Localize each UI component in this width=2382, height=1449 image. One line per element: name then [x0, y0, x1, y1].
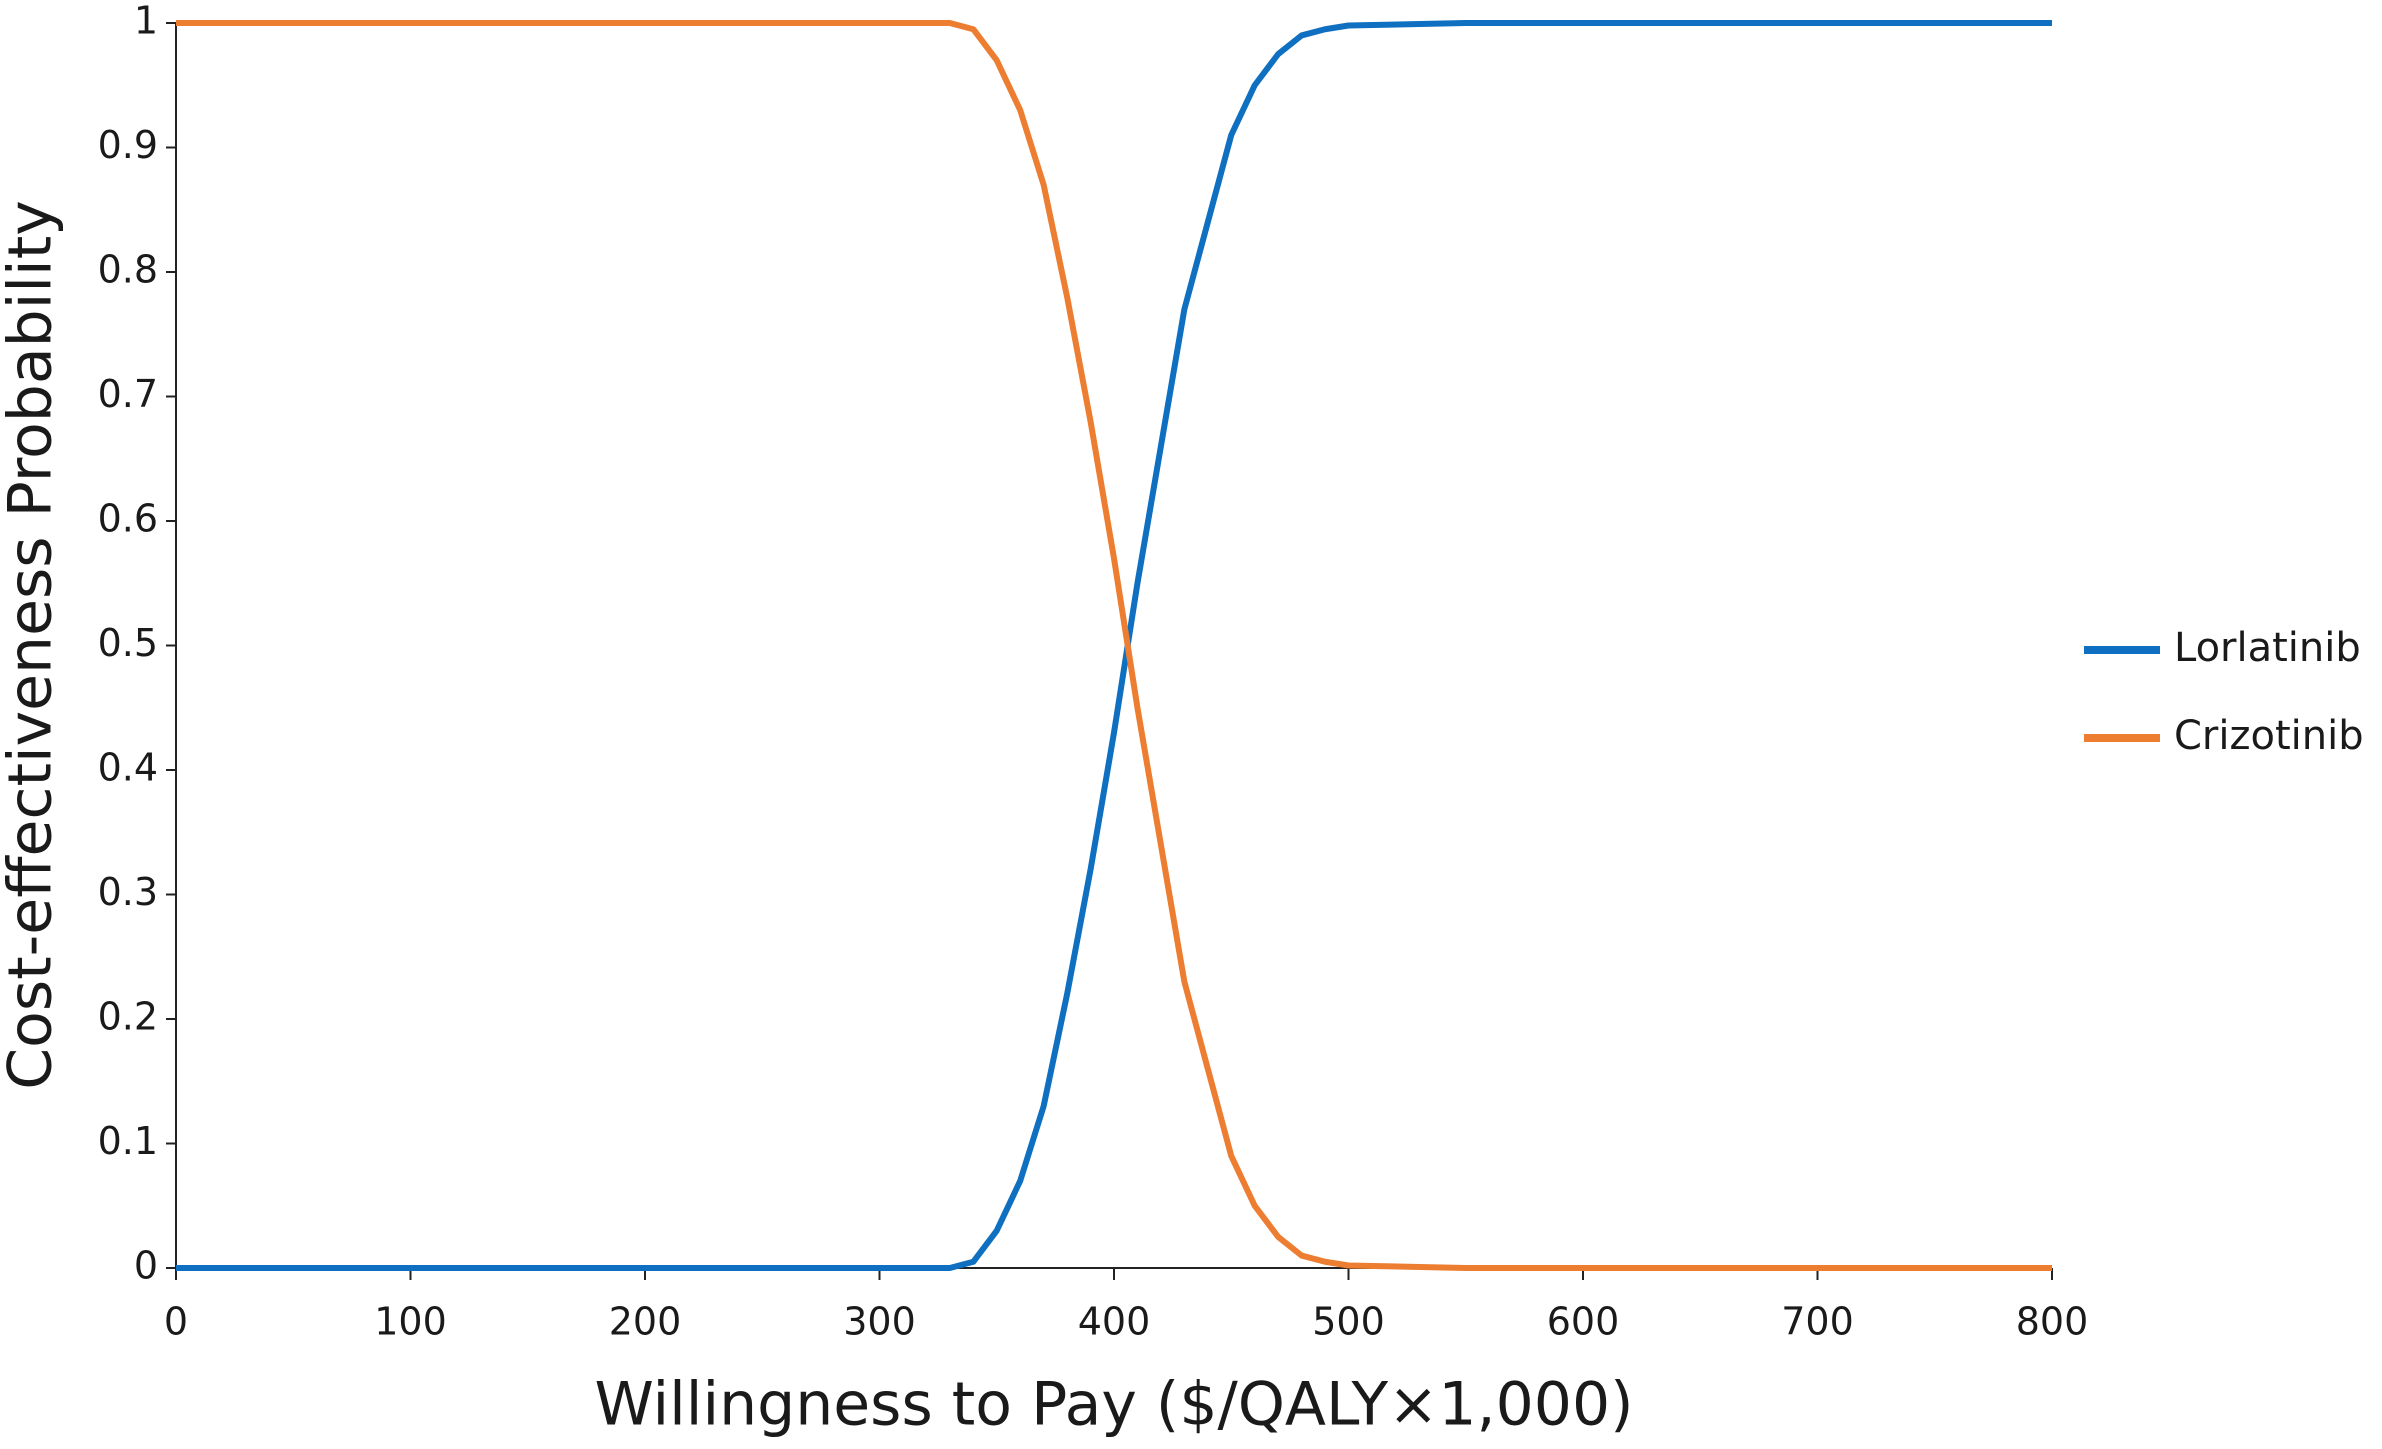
y-tick-label: 0.9 [98, 123, 158, 167]
legend-label: Lorlatinib [2174, 625, 2361, 671]
y-tick-label: 0.1 [98, 1119, 158, 1163]
x-tick-label: 800 [2016, 1300, 2089, 1344]
y-tick-label: 0.6 [98, 497, 158, 541]
x-axis-label: Willingness to Pay ($/QALY×1,000) [594, 1370, 1633, 1440]
x-tick-label: 600 [1547, 1300, 1620, 1344]
y-tick-label: 0.2 [98, 995, 158, 1039]
legend-label: Crizotinib [2174, 713, 2364, 759]
y-tick-label: 1 [134, 0, 158, 43]
series-line [176, 20, 2052, 1271]
series-line [176, 20, 2052, 1271]
y-tick-label: 0.7 [98, 372, 158, 416]
x-tick-label: 400 [1078, 1300, 1151, 1344]
y-tick-label: 0.4 [98, 746, 158, 790]
y-tick-label: 0.5 [98, 621, 158, 665]
y-axis-label: Cost-effectiveness Probability [0, 200, 66, 1090]
y-tick-label: 0.3 [98, 870, 158, 914]
x-tick-label: 700 [1781, 1300, 1854, 1344]
y-tick-label: 0.8 [98, 248, 158, 292]
x-tick-label: 100 [374, 1300, 447, 1344]
x-tick-label: 0 [164, 1300, 188, 1344]
x-tick-label: 500 [1312, 1300, 1385, 1344]
x-tick-label: 300 [843, 1300, 916, 1344]
y-tick-label: 0 [134, 1244, 158, 1288]
x-tick-label: 200 [609, 1300, 682, 1344]
